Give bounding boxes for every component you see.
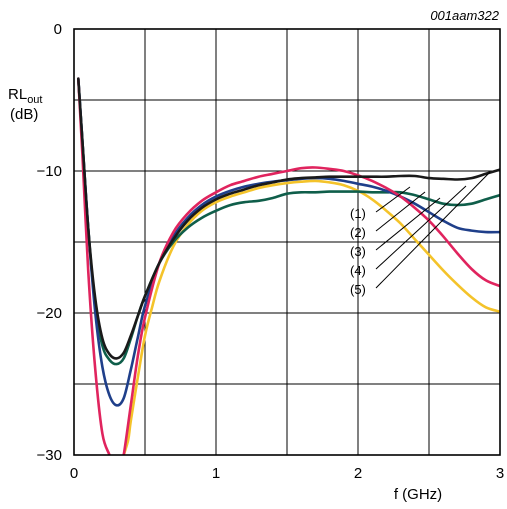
- plot-frame: [73, 28, 501, 456]
- legend-label-5: (5): [350, 282, 366, 297]
- legend-label-2: (2): [350, 225, 366, 240]
- series-line-1: [77, 77, 500, 360]
- legend-leader-1: [375, 186, 411, 213]
- svg-text:RLout: RLout: [8, 86, 42, 106]
- y-tick-label-3: −30: [37, 447, 62, 464]
- series-line-2: [77, 77, 500, 407]
- x-tick-label-2: 2: [354, 465, 362, 482]
- y-tick-label-1: −10: [37, 163, 62, 180]
- x-ticks: 0 1 2 3: [70, 465, 504, 482]
- grid: [74, 29, 500, 455]
- ylabel-main: RL: [8, 86, 27, 103]
- legend-leader-2: [375, 191, 426, 232]
- legend-leader-3: [375, 197, 441, 251]
- ylabel-sub: out: [27, 94, 42, 106]
- legend-leaders: [375, 171, 491, 289]
- figure-id: 001aam322: [430, 8, 499, 23]
- series-line-3: [77, 77, 500, 366]
- ylabel-unit: (dB): [10, 106, 38, 123]
- series-line-5: [122, 179, 500, 455]
- x-tick-label-1: 1: [212, 465, 220, 482]
- legend-label-1: (1): [350, 206, 366, 221]
- y-tick-label-2: −20: [37, 305, 62, 322]
- legend-leader-5: [375, 171, 491, 289]
- legend-label-4: (4): [350, 263, 366, 278]
- legend: (1) (2) (3) (4) (5): [350, 206, 366, 297]
- x-tick-label-3: 3: [496, 465, 504, 482]
- legend-leader-4: [375, 185, 467, 270]
- series-line-4: [77, 77, 500, 455]
- y-tick-label-0: 0: [54, 21, 62, 38]
- series-group: [77, 77, 500, 455]
- y-ticks: 0 −10 −20 −30: [37, 21, 62, 464]
- legend-label-3: (3): [350, 244, 366, 259]
- x-axis-label: f (GHz): [394, 486, 442, 503]
- ylabel: RLout (dB): [8, 86, 42, 123]
- x-tick-label-0: 0: [70, 465, 78, 482]
